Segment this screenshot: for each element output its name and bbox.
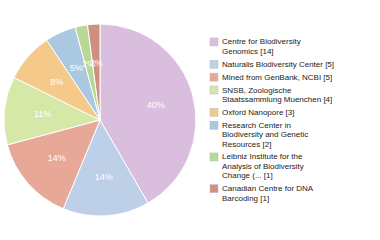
legend-label: Research Center inBiodiversity and Genet… — [222, 121, 308, 149]
legend-label: Canadian Centre for DNABarcoding [1] — [222, 184, 314, 202]
data-label: 40% — [147, 100, 165, 110]
legend-swatch — [210, 108, 218, 116]
data-label: 5% — [70, 63, 83, 73]
legend-label: Naturalis Biodiversity Center [5] — [222, 60, 334, 69]
legend-swatch — [210, 121, 218, 129]
chart: 40%14%14%11%8%5%2%2%Centre for Biodivers… — [0, 0, 380, 240]
legend-label: Leibniz Institute for theAnalysis of Bio… — [222, 152, 304, 180]
legend-swatch — [210, 60, 218, 68]
legend-label: Mined from GenBank, NCBI [5] — [222, 73, 332, 82]
data-label: 8% — [50, 77, 63, 87]
data-label: 14% — [95, 172, 113, 182]
data-label: 11% — [34, 109, 51, 119]
legend-swatch — [210, 185, 218, 193]
legend: Centre for BiodiversityGenomics [14] Natu… — [210, 37, 334, 202]
chart-container: 40%14%14%11%8%5%2%2%Centre for Biodivers… — [0, 0, 380, 240]
data-label: 14% — [48, 153, 66, 163]
legend-swatch — [210, 86, 218, 94]
data-label: 2% — [90, 58, 103, 68]
legend-label: Centre for BiodiversityGenomics [14] — [222, 37, 301, 55]
legend-swatch — [210, 153, 218, 161]
slices — [4, 24, 196, 216]
legend-label: Oxford Nanopore [3] — [222, 108, 294, 117]
data-labels: 40%14%14%11%8%5%2%2% — [34, 58, 165, 183]
pie-slice — [87, 24, 100, 120]
legend-label: SNSB, ZoologischeStaatssammlung Muenchen… — [222, 86, 332, 104]
legend-swatch — [210, 38, 218, 46]
legend-swatch — [210, 73, 218, 81]
